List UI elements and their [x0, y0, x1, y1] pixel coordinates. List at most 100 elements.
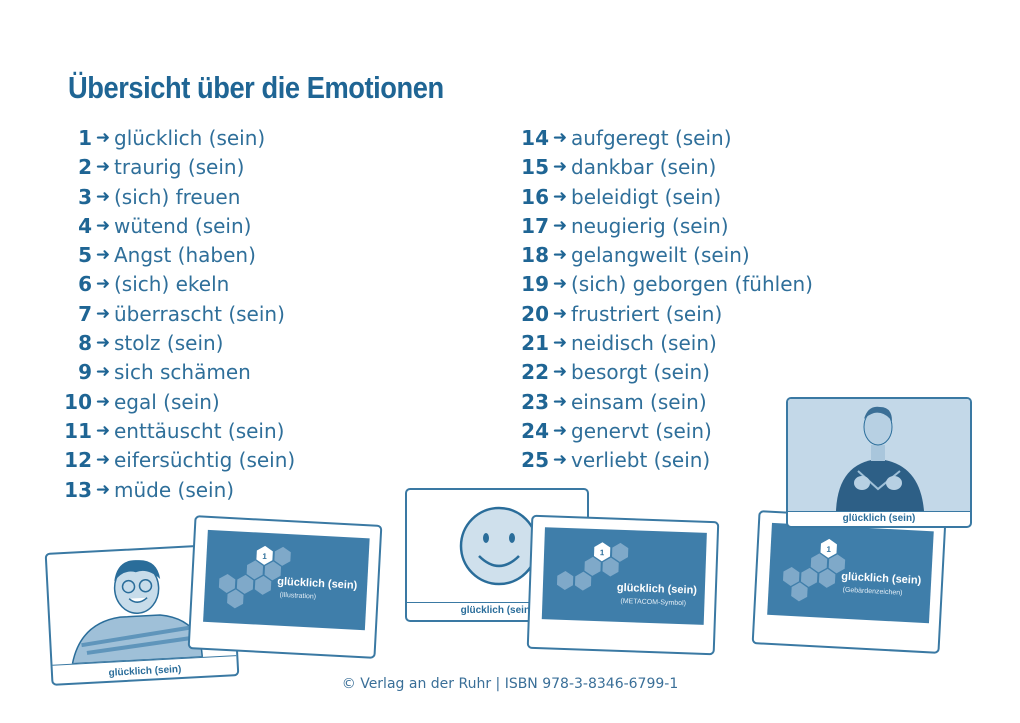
copyright-footer: © Verlag an der Ruhr | ISBN 978-3-8346-6… [341, 676, 679, 692]
emotion-list-right: 14 ➜ aufgeregt (sein) 15 ➜ dankbar (sein) 16 ➜ b… [515, 124, 813, 476]
emotion-number: 21 [521, 331, 549, 356]
emotion-number: 25 [521, 448, 549, 473]
emotion-number: 10 [64, 389, 92, 414]
emotion-item: 24 ➜ genervt (sein) [515, 417, 813, 446]
arrow-right-icon: ➜ [95, 274, 111, 295]
arrow-right-icon: ➜ [552, 362, 568, 383]
arrow-right-icon: ➜ [552, 420, 568, 441]
emotion-item: 16 ➜ beleidigt (sein) [515, 183, 813, 212]
emotion-number: 19 [521, 272, 549, 297]
photo-card-signing: glücklich (sein) [786, 397, 972, 528]
emotion-item: 18 ➜ gelangweilt (sein) [515, 241, 813, 270]
emotion-number: 8 [78, 331, 92, 356]
emotion-number: 22 [521, 360, 549, 385]
card-number: 1 [600, 548, 605, 557]
arrow-right-icon: ➜ [95, 479, 111, 500]
emotion-number: 23 [521, 389, 549, 414]
emotion-number: 17 [521, 213, 549, 238]
emotion-term: traurig (sein) [114, 155, 245, 180]
photo-card-illustration: glücklich (sein) [44, 543, 240, 686]
emotion-item: 4 ➜ wütend (sein) [58, 212, 295, 241]
emotion-item: 23 ➜ einsam (sein) [515, 388, 813, 417]
emotion-term: müde (sein) [114, 477, 235, 502]
emotion-item: 14 ➜ aufgeregt (sein) [515, 124, 813, 153]
emotion-item: 8 ➜ stolz (sein) [58, 329, 295, 358]
smiley-face-icon [459, 506, 539, 586]
emotion-term: eifersüchtig (sein) [114, 448, 296, 473]
emotion-item: 25 ➜ verliebt (sein) [515, 446, 813, 475]
emotion-term: wütend (sein) [114, 213, 252, 238]
emotion-number: 5 [78, 243, 92, 268]
arrow-right-icon: ➜ [95, 391, 111, 412]
hexagon-pattern-icon: 1 [556, 542, 629, 591]
emotion-number: 13 [64, 477, 92, 502]
emotion-number: 16 [521, 184, 549, 209]
emotion-item: 6 ➜ (sich) ekeln [58, 270, 295, 299]
emotion-item: 5 ➜ Angst (haben) [58, 241, 295, 270]
emotion-item: 15 ➜ dankbar (sein) [515, 153, 813, 182]
arrow-right-icon: ➜ [552, 245, 568, 266]
arrow-right-icon: ➜ [95, 303, 111, 324]
arrow-right-icon: ➜ [552, 157, 568, 178]
arrow-right-icon: ➜ [95, 420, 111, 441]
emotion-term: einsam (sein) [571, 389, 707, 414]
word-card-metacom: 1 glücklich (sein) (METACOM-Symbol) [526, 514, 720, 656]
emotion-term: (sich) ekeln [114, 272, 230, 297]
emotion-number: 6 [78, 272, 92, 297]
arrow-right-icon: ➜ [95, 245, 111, 266]
emotion-item: 17 ➜ neugierig (sein) [515, 212, 813, 241]
arrow-right-icon: ➜ [552, 186, 568, 207]
signing-person-icon [836, 406, 924, 511]
emotion-term: Angst (haben) [114, 243, 256, 268]
emotion-term: (sich) freuen [114, 184, 241, 209]
emotion-item: 22 ➜ besorgt (sein) [515, 358, 813, 387]
arrow-right-icon: ➜ [95, 450, 111, 471]
emotion-number: 24 [521, 418, 549, 443]
arrow-right-icon: ➜ [552, 128, 568, 148]
emotion-term: stolz (sein) [114, 331, 224, 356]
emotion-term: egal (sein) [114, 389, 220, 414]
arrow-right-icon: ➜ [95, 157, 111, 178]
emotion-term: neidisch (sein) [571, 331, 717, 356]
arrow-right-icon: ➜ [95, 186, 111, 207]
emotion-item: 11 ➜ enttäuscht (sein) [58, 417, 295, 446]
emotion-term: besorgt (sein) [571, 360, 710, 385]
emotion-number: 2 [78, 155, 92, 180]
emotion-term: sich schämen [114, 360, 251, 385]
laughing-boy-illustration [71, 560, 204, 665]
card-number: 1 [826, 545, 831, 554]
emotion-item: 9 ➜ sich schämen [58, 358, 295, 387]
emotion-item: 19 ➜ (sich) geborgen (fühlen) [515, 270, 813, 299]
word-card-illustration: 1 glücklich (sein) (Illustration) [187, 515, 383, 659]
emotion-item: 12 ➜ eifersüchtig (sein) [58, 446, 295, 475]
emotion-number: 3 [78, 184, 92, 209]
arrow-right-icon: ➜ [552, 333, 568, 354]
emotion-term: (sich) geborgen (fühlen) [571, 272, 813, 297]
arrow-right-icon: ➜ [552, 274, 568, 295]
arrow-right-icon: ➜ [95, 215, 111, 236]
arrow-right-icon: ➜ [552, 450, 568, 471]
sign-photo-background [788, 399, 970, 511]
emotion-number: 18 [521, 243, 549, 268]
card-caption: glücklich (sein) [842, 513, 916, 524]
card-number: 1 [262, 552, 267, 561]
emotion-number: 11 [64, 418, 92, 443]
emotion-item: 20 ➜ frustriert (sein) [515, 300, 813, 329]
emotion-item: 1 ➜ glücklich (sein) [58, 124, 295, 153]
emotion-term: beleidigt (sein) [571, 184, 722, 209]
emotion-list-left: 1 ➜ glücklich (sein) 2 ➜ traurig (sein) 3 ➜ (sic… [58, 124, 295, 505]
emotion-term: verliebt (sein) [571, 448, 711, 473]
emotion-term: gelangweilt (sein) [571, 243, 750, 268]
emotion-number: 15 [521, 155, 549, 180]
emotion-term: aufgeregt (sein) [571, 126, 732, 150]
hexagon-pattern-icon: 1 [218, 545, 291, 609]
arrow-right-icon: ➜ [95, 362, 111, 383]
card-caption: glücklich (sein) [460, 605, 534, 616]
emotion-item: 2 ➜ traurig (sein) [58, 153, 295, 182]
emotion-item: 21 ➜ neidisch (sein) [515, 329, 813, 358]
emotion-term: enttäuscht (sein) [114, 418, 285, 443]
arrow-right-icon: ➜ [95, 333, 111, 354]
emotion-term: frustriert (sein) [571, 301, 723, 326]
emotion-item: 13 ➜ müde (sein) [58, 476, 295, 505]
emotion-term: neugierig (sein) [571, 213, 729, 238]
